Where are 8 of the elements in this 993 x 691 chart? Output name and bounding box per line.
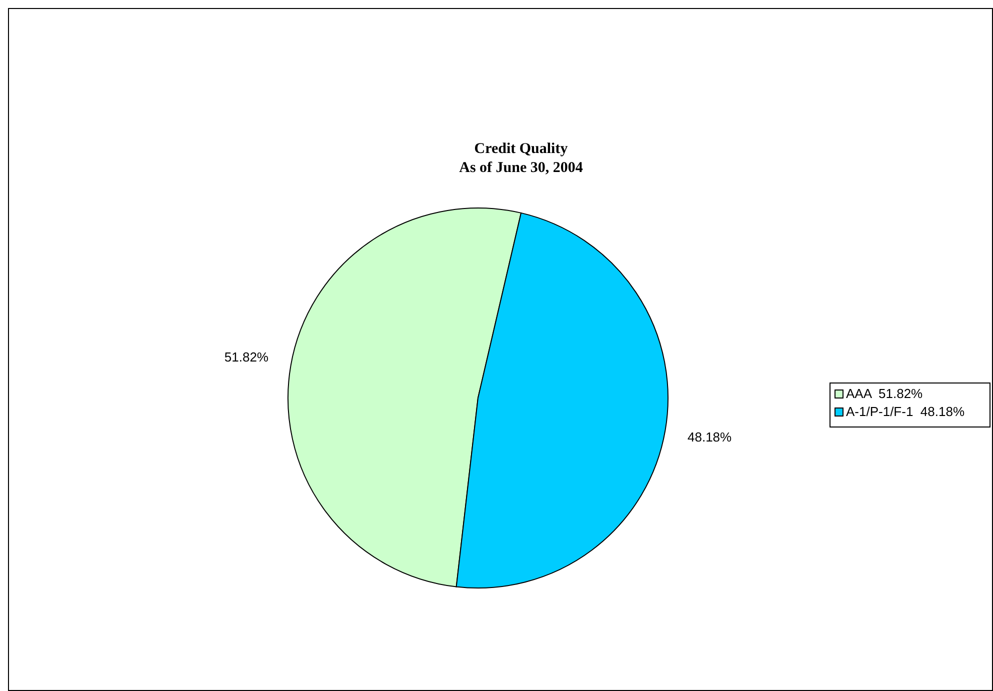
legend-label: AAA [846, 386, 872, 401]
text: 51.82% [878, 386, 923, 401]
data-label: 48.18% [688, 430, 732, 445]
text: 48.18% [920, 404, 965, 419]
chart-subtitle: As of June 30, 2004 [459, 160, 584, 176]
chart-title: Credit Quality [474, 141, 568, 157]
data-label: 51.82% [224, 349, 269, 364]
legend-label: A-1/P-1/F-1 [846, 404, 914, 419]
